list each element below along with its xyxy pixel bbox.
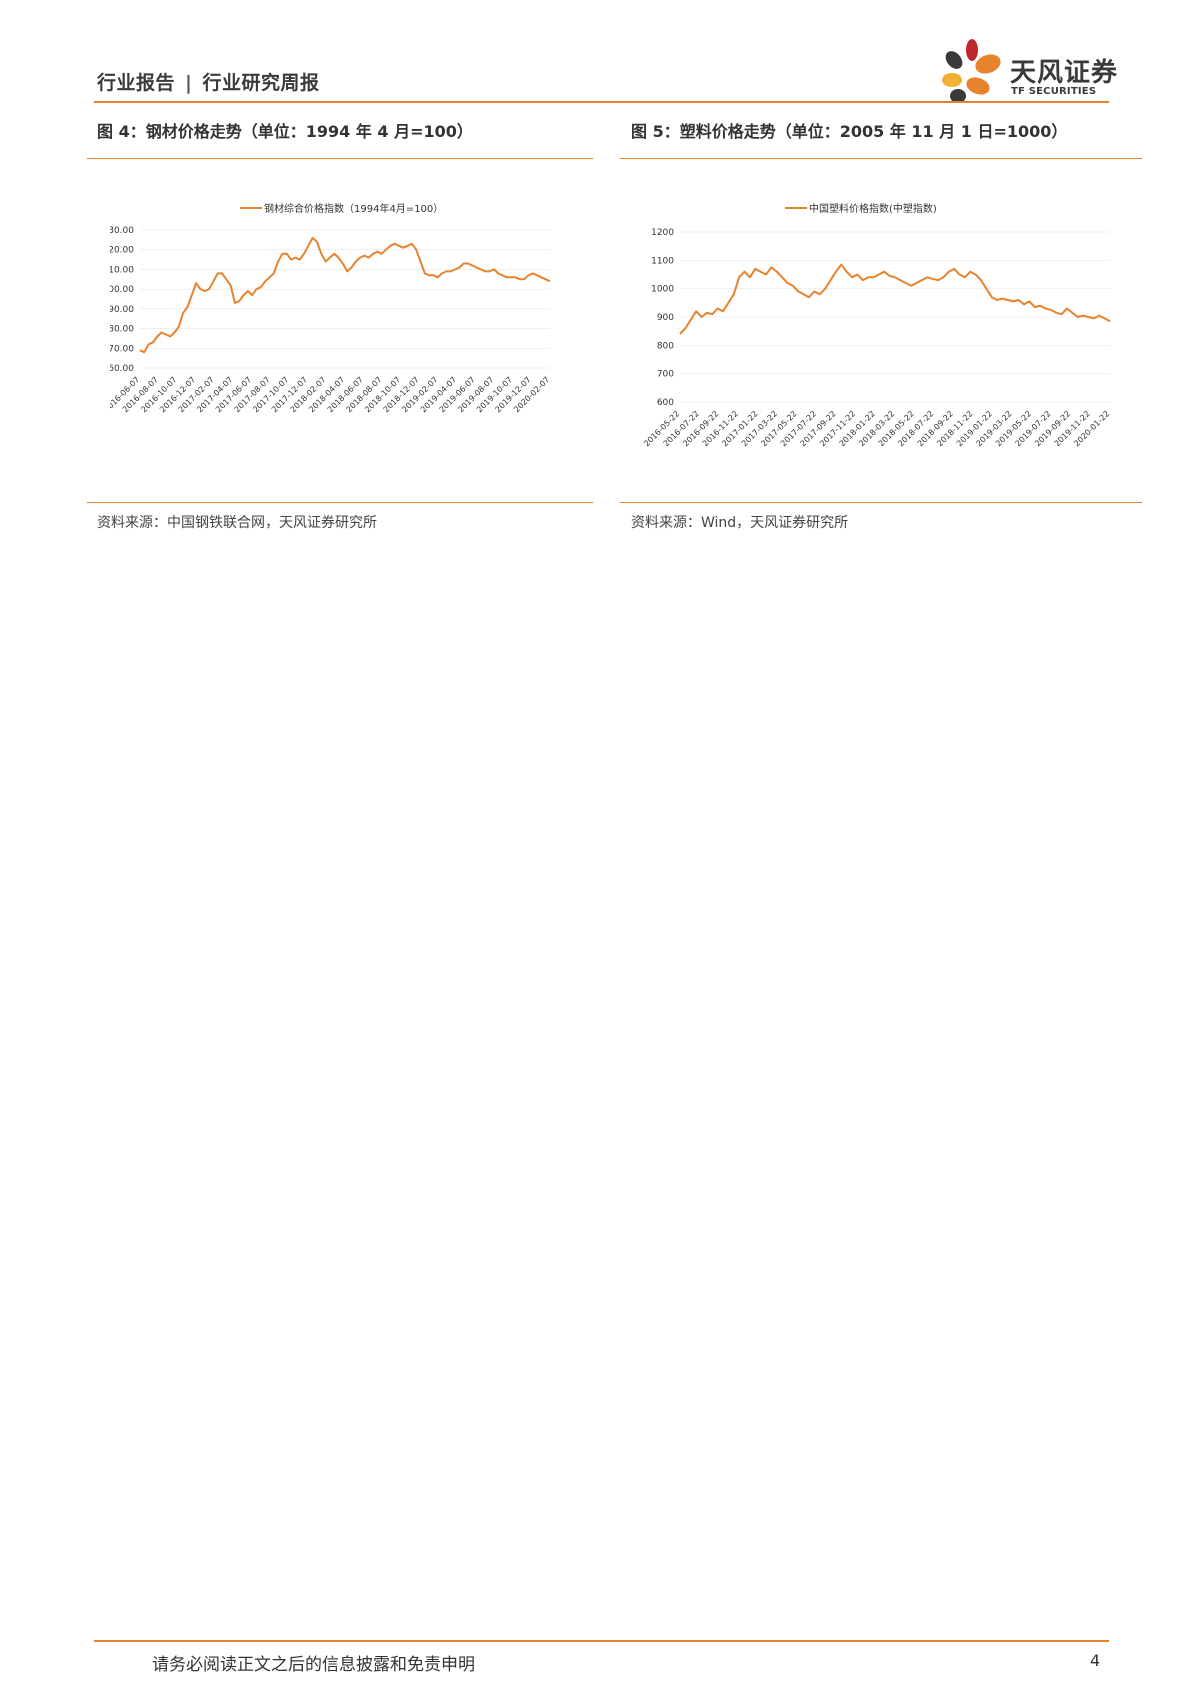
legend-label: 中国塑料价格指数(中塑指数)	[809, 202, 937, 215]
y-tick-label: 100.00	[110, 285, 134, 295]
figure4-title: 图 4：钢材价格走势（单位：1994 年 4 月=100）	[97, 122, 473, 141]
y-tick-label: 130.00	[110, 226, 134, 236]
y-tick-label: 800	[657, 341, 674, 351]
header-separator: |	[185, 72, 193, 94]
y-tick-label: 1100	[651, 256, 674, 266]
logo-petal	[950, 89, 966, 103]
page-number: 4	[1090, 1651, 1101, 1670]
logo-petal	[966, 77, 990, 95]
y-tick-label: 600	[657, 398, 674, 408]
header-title: 行业报告 | 行业研究周报	[97, 68, 319, 95]
logo-petal	[966, 39, 978, 61]
y-tick-label: 120.00	[110, 246, 134, 256]
chart-legend: 中国塑料价格指数(中塑指数)	[785, 202, 937, 215]
series-line	[679, 263, 1111, 335]
plastic-price-chart: 中国塑料价格指数(中塑指数)12001100100090080070060020…	[642, 202, 1111, 448]
y-tick-label: 70.00	[110, 344, 134, 354]
y-tick-label: 1200	[651, 228, 674, 238]
header-divider	[94, 101, 1109, 103]
figure5-top-rule	[620, 158, 1142, 159]
footer-divider	[94, 1640, 1109, 1642]
logo-name-cn: 天风证券	[1010, 58, 1119, 88]
y-tick-label: 60.00	[110, 364, 134, 374]
chart-legend: 钢材综合价格指数（1994年4月=100）	[240, 202, 443, 215]
report-type: 行业报告	[97, 72, 176, 94]
report-subtype: 行业研究周报	[202, 72, 320, 94]
y-tick-label: 80.00	[110, 325, 134, 335]
figure5-source: 资料来源：Wind，天风证券研究所	[631, 515, 849, 531]
footer-disclaimer: 请务必阅读正文之后的信息披露和免责申明	[152, 1655, 475, 1675]
y-tick-label: 1000	[651, 285, 674, 295]
logo-flower-icon	[942, 39, 1001, 103]
logo-name-en: TF SECURITIES	[1011, 86, 1097, 97]
y-tick-label: 90.00	[110, 305, 134, 315]
y-tick-label: 700	[657, 370, 674, 380]
figure5-bottom-rule	[620, 502, 1142, 503]
figure5-title: 图 5：塑料价格走势（单位：2005 年 11 月 1 日=1000）	[631, 122, 1068, 141]
figure4-source: 资料来源：中国钢铁联合网，天风证券研究所	[97, 515, 377, 531]
steel-price-chart: 钢材综合价格指数（1994年4月=100） 130.00 120.00 110.00 1…	[110, 202, 551, 414]
legend-label: 钢材综合价格指数（1994年4月=100）	[264, 202, 443, 215]
figure4-top-rule	[87, 158, 593, 159]
logo-petal	[975, 54, 1001, 74]
figure4-bottom-rule	[87, 502, 593, 503]
series-line	[139, 236, 551, 354]
company-logo: 天风证券 TF SECURITIES	[940, 38, 1119, 104]
logo-petal	[942, 73, 962, 87]
y-tick-label: 900	[657, 313, 674, 323]
y-tick-label: 110.00	[110, 265, 134, 275]
logo-petal	[945, 51, 963, 69]
